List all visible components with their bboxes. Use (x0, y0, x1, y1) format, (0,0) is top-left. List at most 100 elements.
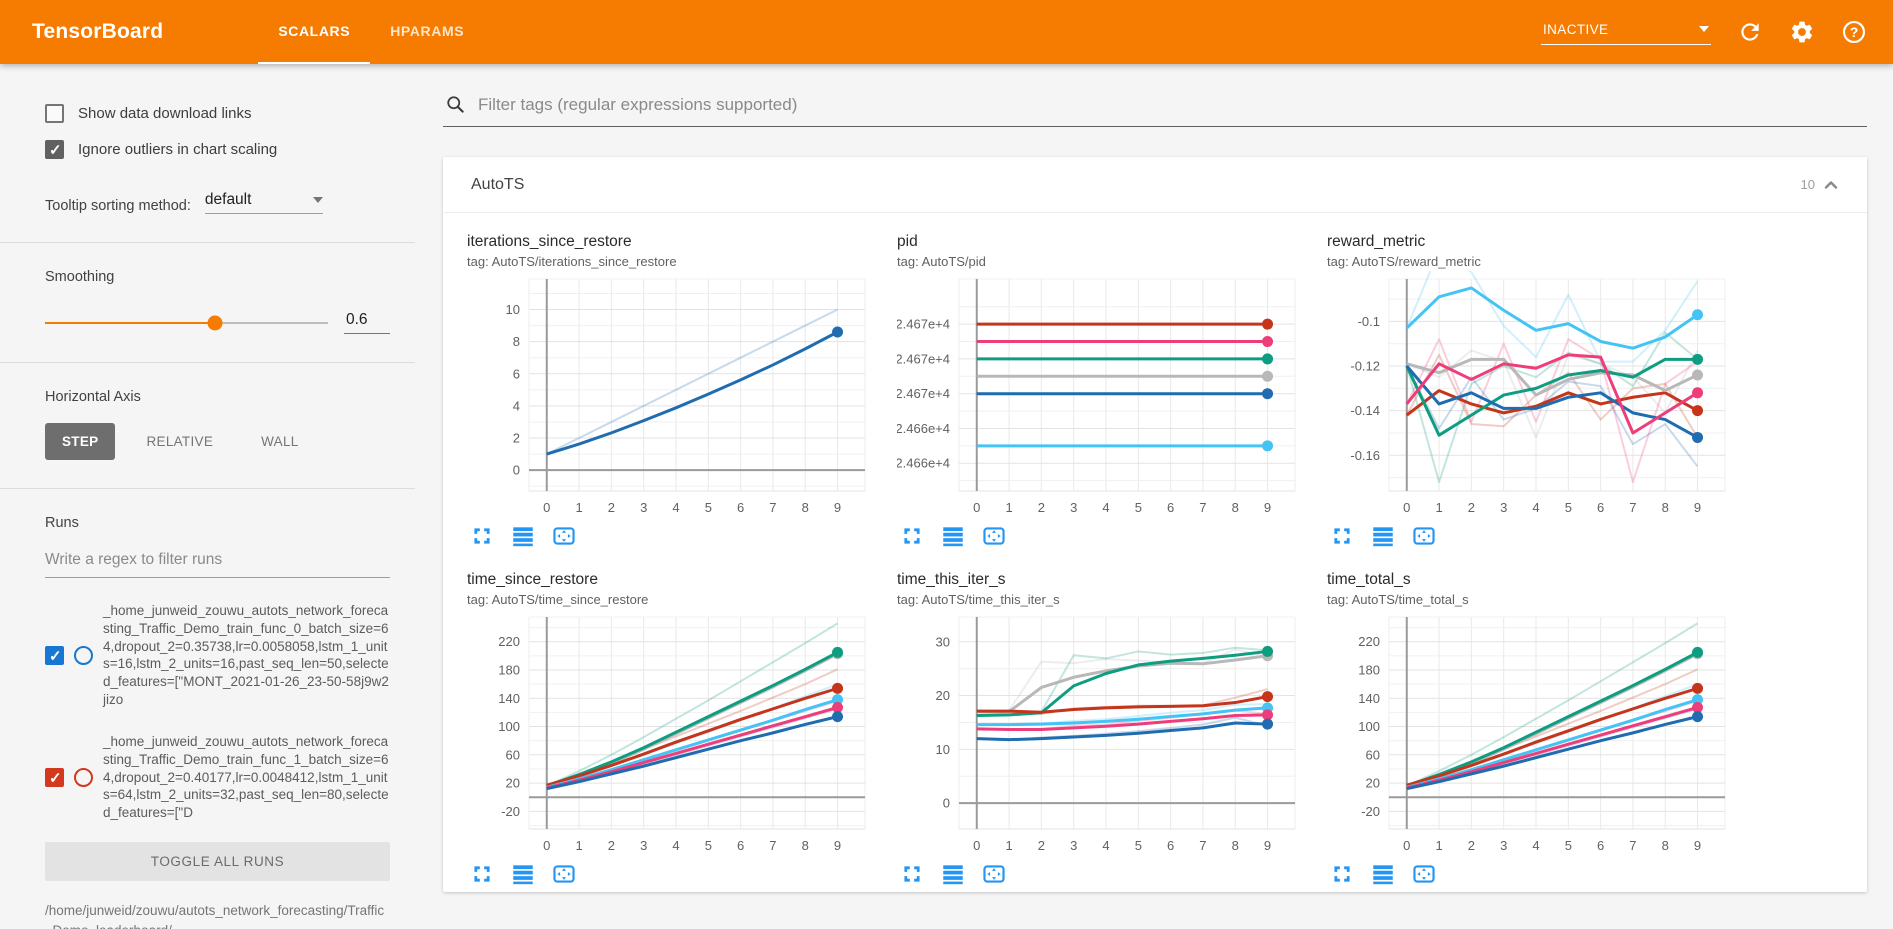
svg-text:6: 6 (737, 500, 744, 515)
chart-card: reward_metric tag: AutoTS/reward_metric … (1327, 233, 1737, 549)
svg-text:8: 8 (1662, 838, 1669, 853)
help-icon[interactable]: ? (1841, 19, 1867, 45)
svg-text:6: 6 (1597, 500, 1604, 515)
svg-text:2.466e+4: 2.466e+4 (897, 456, 950, 471)
expand-chart-icon[interactable] (899, 861, 925, 887)
chart-tag: tag: AutoTS/iterations_since_restore (467, 254, 677, 269)
chart-plot[interactable]: 2.467e+4 2.467e+4 2.467e+4 2.466e+4 2.466e+4… (897, 271, 1307, 521)
run-data-table-icon[interactable] (940, 861, 966, 887)
runs-label: Runs (45, 515, 79, 531)
tab-hparams[interactable]: HPARAMS (390, 23, 465, 39)
svg-text:3: 3 (1500, 500, 1507, 515)
svg-text:180: 180 (1358, 663, 1380, 678)
settings-gear-icon[interactable] (1789, 19, 1815, 45)
svg-text:10: 10 (936, 742, 950, 757)
chart-title: time_this_iter_s (897, 571, 1006, 588)
chart-actions (469, 861, 877, 887)
tab-scalars[interactable]: SCALARS (258, 0, 371, 64)
svg-text:7: 7 (1629, 500, 1636, 515)
axis-step-button[interactable]: STEP (45, 423, 116, 460)
axis-wall-button[interactable]: WALL (261, 434, 299, 449)
expand-chart-icon[interactable] (469, 861, 495, 887)
svg-text:3: 3 (1070, 838, 1077, 853)
chart-actions (1329, 523, 1737, 549)
chart-count: 10 (1800, 177, 1815, 192)
fit-domain-icon[interactable] (981, 861, 1007, 887)
run-data-table-icon[interactable] (940, 523, 966, 549)
run-checkbox[interactable] (45, 767, 64, 787)
svg-text:3: 3 (1500, 838, 1507, 853)
svg-text:0: 0 (973, 500, 980, 515)
svg-text:9: 9 (834, 500, 841, 515)
checkbox-checked[interactable] (45, 140, 64, 159)
smoothing-slider[interactable] (45, 315, 328, 330)
svg-text:9: 9 (1264, 500, 1271, 515)
card-title: AutoTS (471, 175, 525, 193)
svg-text:20: 20 (1366, 776, 1380, 791)
collapse-chevron-icon[interactable] (1819, 173, 1843, 197)
slider-thumb[interactable] (207, 315, 223, 330)
ignore-outliers-checkbox-row[interactable]: Ignore outliers in chart scaling (45, 140, 390, 159)
toggle-all-runs-button[interactable]: TOGGLE ALL RUNS (45, 841, 390, 881)
svg-text:1: 1 (1435, 500, 1442, 515)
chart-tag: tag: AutoTS/time_this_iter_s (897, 592, 1060, 607)
reload-status-select[interactable]: INACTIVE (1541, 20, 1711, 45)
chart-plot[interactable]: -20 20 60 100 140 180 220 0 1 2 3 4 5 6 7 8 9 (1327, 609, 1737, 859)
chart-card: pid tag: AutoTS/pid 2.467e+4 2.467e+4 2.46… (897, 233, 1307, 549)
search-icon (447, 96, 464, 113)
expand-chart-icon[interactable] (1329, 523, 1355, 549)
fit-domain-icon[interactable] (1411, 523, 1437, 549)
svg-text:20: 20 (506, 776, 520, 791)
chart-plot[interactable]: 0 2 4 6 8 10 0 1 2 3 4 5 6 7 8 9 (467, 271, 877, 521)
axis-relative-button[interactable]: RELATIVE (146, 434, 214, 449)
checkbox-unchecked[interactable] (45, 104, 64, 123)
expand-chart-icon[interactable] (1329, 861, 1355, 887)
chart-tag: tag: AutoTS/time_since_restore (467, 592, 649, 607)
show-download-links-checkbox-row[interactable]: Show data download links (45, 104, 390, 123)
run-row[interactable]: _home_junweid_zouwu_autots_network_forec… (45, 602, 390, 709)
svg-text:3: 3 (640, 838, 647, 853)
run-data-table-icon[interactable] (1370, 861, 1396, 887)
tooltip-sort-select[interactable]: default (204, 191, 323, 214)
runs-filter-input[interactable] (45, 545, 390, 578)
svg-text:3: 3 (640, 500, 647, 515)
run-data-table-icon[interactable] (510, 523, 536, 549)
run-checkbox[interactable] (45, 645, 64, 665)
slider-fill (45, 321, 215, 324)
smoothing-value[interactable]: 0.6 (344, 311, 390, 334)
fit-domain-icon[interactable] (1411, 861, 1437, 887)
svg-text:60: 60 (1366, 747, 1380, 762)
chart-plot[interactable]: -20 20 60 100 140 180 220 0 1 2 3 4 5 6 7 8 9 (467, 609, 877, 859)
expand-chart-icon[interactable] (469, 523, 495, 549)
svg-text:9: 9 (834, 838, 841, 853)
run-data-table-icon[interactable] (510, 861, 536, 887)
logdir-path: /home/junweid/zouwu/autots_network_forec… (45, 902, 385, 929)
settings-sidebar: Show data download links Ignore outliers… (0, 64, 415, 929)
fit-domain-icon[interactable] (981, 523, 1007, 549)
run-data-table-icon[interactable] (1370, 523, 1396, 549)
svg-text:8: 8 (1232, 500, 1239, 515)
svg-text:0: 0 (1403, 838, 1410, 853)
svg-text:2.466e+4: 2.466e+4 (897, 421, 950, 436)
run-row[interactable]: _home_junweid_zouwu_autots_network_forec… (45, 733, 390, 822)
svg-text:0: 0 (543, 838, 550, 853)
chart-plot[interactable]: 0 10 20 30 0 1 2 3 4 5 6 7 8 9 (897, 609, 1307, 859)
svg-text:4: 4 (1102, 838, 1109, 853)
svg-text:180: 180 (498, 663, 520, 678)
fit-domain-icon[interactable] (551, 523, 577, 549)
refresh-icon[interactable] (1737, 19, 1763, 45)
fit-domain-icon[interactable] (551, 861, 577, 887)
svg-text:1: 1 (575, 838, 582, 853)
autots-card-header[interactable]: AutoTS 10 (443, 157, 1867, 213)
run-radio[interactable] (74, 767, 93, 787)
svg-text:20: 20 (936, 688, 950, 703)
filter-tags-input[interactable] (478, 94, 1865, 115)
expand-chart-icon[interactable] (899, 523, 925, 549)
divider (0, 488, 415, 489)
chart-plot[interactable]: -0.1 -0.12 -0.14 -0.16 0 1 2 3 4 5 6 7 8 9 (1327, 271, 1737, 521)
divider (0, 242, 415, 243)
svg-text:2: 2 (608, 500, 615, 515)
svg-text:7: 7 (769, 838, 776, 853)
chart-actions (899, 523, 1307, 549)
run-radio[interactable] (74, 645, 93, 665)
